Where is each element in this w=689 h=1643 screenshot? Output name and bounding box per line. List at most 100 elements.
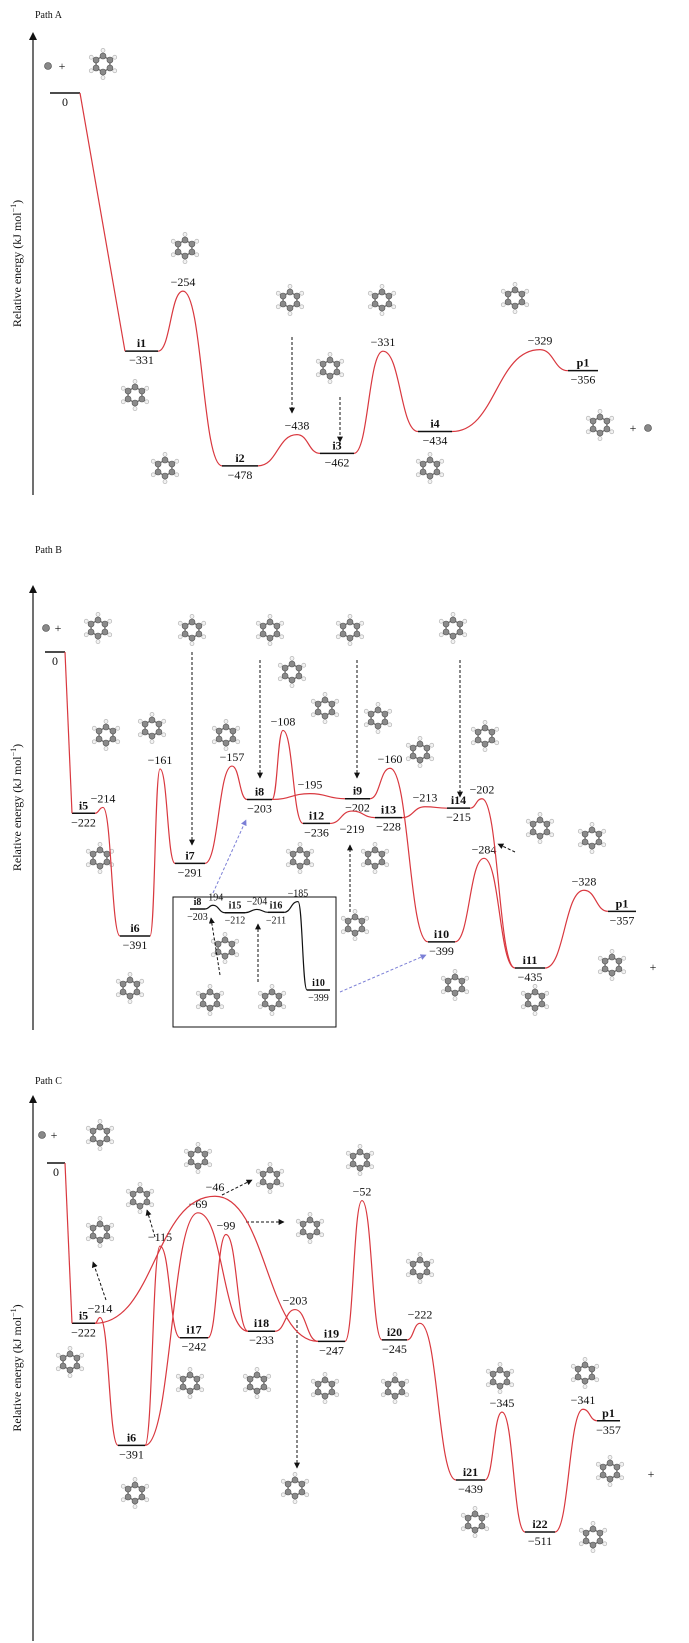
hydrogen [393,1400,397,1404]
carbon [195,1147,201,1153]
path-curve [354,351,418,453]
dashed-arrow [340,955,426,992]
carbon [125,396,131,402]
hydrogen [256,1169,260,1173]
path-curve [208,1234,248,1337]
energy-label: −439 [458,1482,483,1496]
carbon [274,623,280,629]
molecule [439,612,467,643]
hydrogen [393,1372,397,1376]
carbon [156,721,162,727]
path-curve [545,890,608,968]
energy-label: −211 [266,915,286,926]
hydrogen [622,956,626,960]
hydrogen [302,663,306,667]
molecule [92,719,120,750]
hydrogen [461,1513,465,1517]
carbon [519,299,525,305]
energy-label: −357 [596,1423,621,1437]
hydrogen [586,416,590,420]
carbon [379,305,385,311]
carbon [97,1124,103,1130]
hydrogen [590,822,594,826]
barrier-label: −438 [285,419,310,433]
carbon [188,1159,194,1165]
hydrogen [441,990,445,994]
carbon [90,859,96,865]
hydrogen [328,380,332,384]
hydrogen [267,1388,271,1392]
molecule [278,656,306,687]
barrier-label: −254 [171,275,196,289]
hydrogen [358,1172,362,1176]
molecule [184,1142,212,1173]
carbon [103,724,109,730]
species-name: i6 [127,1430,136,1444]
hydrogen [110,1140,114,1144]
y-axis-label: Relative energy (kJ mol−1) [9,200,24,327]
carbon [322,1393,328,1399]
species-name: i10 [434,927,449,941]
molecule [256,1162,284,1193]
hydrogen [346,1151,350,1155]
panel-title: Path A [35,10,63,21]
carbon [597,430,603,436]
carbon [182,631,188,637]
carbon [74,1355,80,1361]
carbon [95,633,101,639]
y-axis-label-end: ) [10,1304,24,1308]
hydrogen [98,842,102,846]
carbon [365,851,371,857]
species-name: i14 [451,793,466,807]
hydrogen [286,849,290,853]
hydrogen [358,1144,362,1148]
hydrogen [380,284,384,288]
carbon [602,958,608,964]
carbon [97,847,103,853]
species-name: i9 [353,784,362,798]
carbon [315,1389,321,1395]
carbon [90,1225,96,1231]
carbon [410,1261,416,1267]
hydrogen [501,289,505,293]
hydrogen [406,743,410,747]
carbon [189,241,195,247]
hydrogen [195,253,199,257]
hydrogen [121,400,125,404]
energy-label: 0 [62,95,68,109]
molecule [579,1521,607,1552]
carbon [97,863,103,869]
carbon [200,1001,206,1007]
carbon [479,1523,485,1529]
hydrogen [223,932,227,936]
carbon [214,1001,220,1007]
dashed-arrow [222,1180,252,1195]
carbon [590,426,596,432]
hydrogen [116,726,120,730]
path-curve [95,1318,118,1446]
carbon [532,989,538,995]
hydrogen [370,1151,374,1155]
path-curve [205,905,225,912]
energy-label: −357 [610,913,635,927]
hydrogen [501,303,505,307]
hydrogen [340,373,344,377]
hydrogen [439,619,443,623]
hydrogen [521,1005,525,1009]
carbon [104,859,110,865]
hydrogen [176,1388,180,1392]
hydrogen [171,253,175,257]
molecule [86,1119,114,1150]
hydrogen [258,1005,262,1009]
carbon [202,1151,208,1157]
carbon [475,729,481,735]
carbon [262,1001,268,1007]
hydrogen [150,712,154,716]
hydrogen [416,473,420,477]
hydrogen [441,976,445,980]
carbon [162,473,168,479]
species-name: i3 [332,438,341,452]
carbon [443,629,449,635]
carbon [175,249,181,255]
carbon [260,631,266,637]
